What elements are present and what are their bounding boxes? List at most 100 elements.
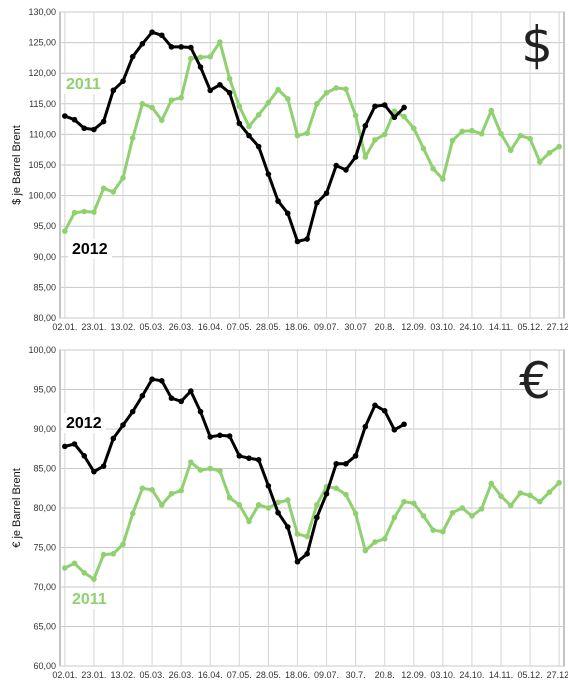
y-tick-label: 95,00: [33, 385, 56, 395]
data-point-2012: [275, 198, 281, 204]
x-tick-label: 26.03.: [169, 670, 194, 680]
data-point-2011: [372, 539, 378, 545]
x-tick-label: 26.03.: [169, 322, 194, 332]
data-point-2012: [391, 426, 398, 433]
series-line-2011: [63, 460, 561, 581]
data-point-2012: [168, 44, 175, 50]
x-tick-label: 14.11.: [489, 322, 513, 332]
data-point-2011: [81, 208, 88, 215]
series-label-2012: 2012: [72, 241, 108, 258]
data-point-2012: [284, 524, 291, 530]
data-point-2012: [323, 490, 330, 497]
data-point-2011: [420, 145, 427, 152]
data-point-2012: [265, 483, 272, 489]
data-point-2011: [488, 107, 495, 114]
data-point-2011: [284, 96, 291, 102]
data-point-2011: [304, 533, 310, 540]
data-point-2011: [226, 75, 233, 82]
x-tick-label: 27.12.: [547, 670, 568, 680]
x-tick-label: 12.09.: [401, 322, 426, 332]
data-point-2012: [352, 453, 359, 459]
x-tick-label: 27.12.: [547, 322, 568, 332]
data-point-2011: [459, 128, 466, 135]
data-point-2011: [120, 541, 126, 548]
data-point-2012: [100, 118, 107, 125]
data-point-2012: [314, 200, 320, 206]
data-point-2011: [304, 130, 310, 136]
data-point-2011: [488, 480, 495, 487]
data-point-2012: [178, 398, 184, 405]
x-tick-label: 05.03.: [140, 322, 165, 332]
y-tick-label: 75,00: [33, 543, 56, 553]
data-point-2011: [381, 131, 388, 138]
data-point-2011: [168, 490, 175, 497]
data-point-2011: [449, 137, 456, 144]
x-tick-label: 13.02.: [110, 322, 135, 332]
data-point-2011: [478, 130, 485, 137]
data-point-2012: [255, 143, 262, 150]
data-point-2011: [100, 551, 107, 558]
data-point-2011: [507, 502, 514, 509]
data-point-2011: [62, 228, 68, 234]
data-point-2011: [294, 132, 301, 139]
data-point-2011: [265, 99, 272, 106]
series-line-2011: [63, 40, 561, 233]
data-point-2012: [236, 120, 243, 127]
data-point-2012: [255, 457, 262, 463]
series-label-bg: [68, 239, 112, 259]
series-label-bg: [68, 589, 112, 609]
x-tick-label: 23.01.: [81, 322, 106, 332]
x-tick-label: 07.05.: [227, 670, 252, 680]
x-tick-label: 09.07.: [314, 670, 339, 680]
data-point-2012: [275, 509, 281, 516]
x-tick-label: 30.07: [344, 322, 367, 332]
x-tick-label: 05.12.: [518, 670, 543, 680]
data-point-2011: [527, 135, 533, 142]
y-tick-label: 100,00: [28, 345, 56, 355]
data-point-2011: [401, 498, 407, 505]
data-point-2011: [178, 487, 184, 494]
data-point-2012: [343, 167, 349, 173]
data-point-2011: [294, 531, 301, 537]
y-axis-label: € je Barrel Brent: [11, 468, 23, 547]
data-point-2011: [478, 505, 485, 512]
x-tick-label: 02.01.: [52, 322, 77, 332]
x-tick-label: 16.04.: [198, 670, 223, 680]
data-point-2012: [110, 435, 117, 442]
data-point-2011: [71, 209, 78, 216]
data-point-2012: [168, 395, 175, 401]
data-point-2012: [158, 32, 165, 39]
data-point-2012: [91, 126, 97, 133]
y-tick-label: 85,00: [33, 282, 56, 292]
data-point-2011: [62, 565, 68, 571]
data-point-2011: [255, 502, 262, 508]
data-point-2011: [333, 85, 340, 91]
data-point-2011: [323, 89, 330, 96]
data-point-2011: [498, 493, 504, 499]
data-point-2011: [236, 103, 243, 110]
data-point-2012: [323, 190, 330, 196]
data-point-2011: [469, 513, 475, 519]
data-point-2012: [217, 432, 223, 439]
data-point-2012: [284, 210, 291, 217]
data-point-2011: [314, 502, 320, 508]
data-point-2011: [139, 101, 146, 107]
data-point-2011: [420, 513, 427, 519]
data-point-2012: [265, 171, 272, 177]
data-point-2011: [372, 137, 378, 143]
data-point-2011: [207, 53, 214, 60]
x-tick-label: 18.06.: [285, 670, 310, 680]
data-point-2011: [255, 112, 262, 118]
x-tick-label: 20.8.: [375, 670, 395, 680]
x-tick-label: 05.12.: [518, 322, 543, 332]
data-point-2012: [158, 378, 165, 384]
data-point-2011: [440, 528, 446, 535]
chart-2: 60,00 65,00 70,00 75,00 80,00 85,00 90,00 95,00…: [11, 345, 568, 680]
y-tick-label: 105,00: [28, 160, 56, 170]
data-point-2011: [149, 104, 155, 111]
data-point-2012: [207, 87, 214, 94]
y-tick-label: 70,00: [33, 582, 56, 592]
x-tick-label: 12.09.: [401, 670, 426, 680]
data-point-2012: [139, 393, 146, 399]
